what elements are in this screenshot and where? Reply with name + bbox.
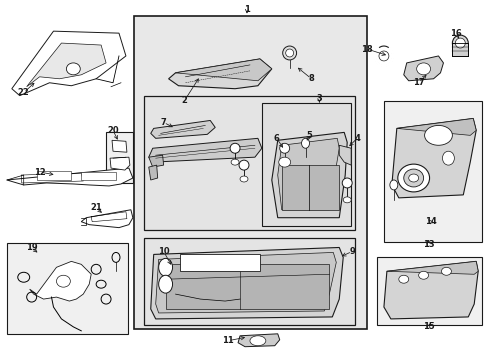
Polygon shape xyxy=(150,247,343,319)
Text: 18: 18 xyxy=(361,45,372,54)
Polygon shape xyxy=(27,43,106,87)
Text: 22: 22 xyxy=(18,88,30,97)
Text: 12: 12 xyxy=(34,167,45,176)
Ellipse shape xyxy=(342,178,351,188)
Text: 20: 20 xyxy=(107,126,119,135)
Text: 17: 17 xyxy=(412,78,424,87)
Bar xyxy=(143,238,354,325)
Ellipse shape xyxy=(441,267,450,275)
Polygon shape xyxy=(238,334,279,347)
Polygon shape xyxy=(12,31,126,96)
Polygon shape xyxy=(148,155,163,167)
Bar xyxy=(7,243,128,334)
Polygon shape xyxy=(148,165,157,180)
Text: 15: 15 xyxy=(422,322,433,331)
Ellipse shape xyxy=(418,271,427,279)
Text: 19: 19 xyxy=(26,243,38,252)
Ellipse shape xyxy=(278,157,290,167)
Polygon shape xyxy=(150,121,215,138)
Ellipse shape xyxy=(158,258,172,276)
Ellipse shape xyxy=(240,176,247,182)
Text: 13: 13 xyxy=(422,240,433,249)
Ellipse shape xyxy=(279,143,289,153)
Text: 9: 9 xyxy=(348,247,354,256)
Ellipse shape xyxy=(285,49,293,57)
Polygon shape xyxy=(148,138,262,162)
Text: 1: 1 xyxy=(244,5,249,14)
Bar xyxy=(143,96,354,230)
Bar xyxy=(451,43,468,56)
Text: 5: 5 xyxy=(306,131,312,140)
Text: 4: 4 xyxy=(353,134,359,143)
Ellipse shape xyxy=(378,51,388,61)
Text: 11: 11 xyxy=(222,336,234,345)
Ellipse shape xyxy=(403,169,423,187)
Bar xyxy=(37,171,71,180)
Bar xyxy=(281,165,339,210)
Ellipse shape xyxy=(66,63,80,75)
Bar xyxy=(165,264,328,309)
Ellipse shape xyxy=(416,63,429,75)
Text: 6: 6 xyxy=(273,134,279,143)
Bar xyxy=(383,100,481,242)
Ellipse shape xyxy=(397,164,428,192)
Bar xyxy=(376,257,481,325)
Text: 7: 7 xyxy=(161,118,166,127)
Text: 3: 3 xyxy=(316,94,322,103)
Text: 2: 2 xyxy=(181,96,187,105)
Ellipse shape xyxy=(389,180,397,190)
Polygon shape xyxy=(112,140,127,152)
Ellipse shape xyxy=(230,143,240,153)
Ellipse shape xyxy=(56,275,70,287)
Ellipse shape xyxy=(282,46,296,60)
Bar xyxy=(106,132,133,183)
Bar xyxy=(180,255,259,271)
Polygon shape xyxy=(403,56,443,81)
Polygon shape xyxy=(175,59,271,81)
Bar xyxy=(81,172,116,180)
Polygon shape xyxy=(168,59,271,89)
Polygon shape xyxy=(81,210,133,228)
Text: 10: 10 xyxy=(158,247,169,256)
Ellipse shape xyxy=(442,151,453,165)
Ellipse shape xyxy=(408,174,418,182)
Text: 14: 14 xyxy=(424,217,435,226)
Polygon shape xyxy=(386,261,477,274)
Text: 21: 21 xyxy=(90,203,102,212)
Ellipse shape xyxy=(451,35,468,51)
Polygon shape xyxy=(277,138,339,210)
Polygon shape xyxy=(30,261,91,301)
Polygon shape xyxy=(339,145,350,165)
Bar xyxy=(134,16,366,329)
Ellipse shape xyxy=(249,336,265,346)
Ellipse shape xyxy=(454,38,464,48)
Polygon shape xyxy=(110,157,130,170)
Text: 8: 8 xyxy=(308,74,314,83)
Ellipse shape xyxy=(343,197,350,203)
Polygon shape xyxy=(396,118,475,135)
Ellipse shape xyxy=(158,275,172,293)
Polygon shape xyxy=(271,132,346,218)
Text: 16: 16 xyxy=(449,29,461,38)
Polygon shape xyxy=(383,261,477,319)
Polygon shape xyxy=(7,168,133,186)
Bar xyxy=(262,103,350,226)
Ellipse shape xyxy=(374,46,392,66)
Ellipse shape xyxy=(239,160,248,170)
Ellipse shape xyxy=(231,159,239,165)
Polygon shape xyxy=(155,252,336,313)
Polygon shape xyxy=(391,118,475,198)
Ellipse shape xyxy=(424,125,451,145)
Ellipse shape xyxy=(398,275,408,283)
Ellipse shape xyxy=(301,138,309,148)
